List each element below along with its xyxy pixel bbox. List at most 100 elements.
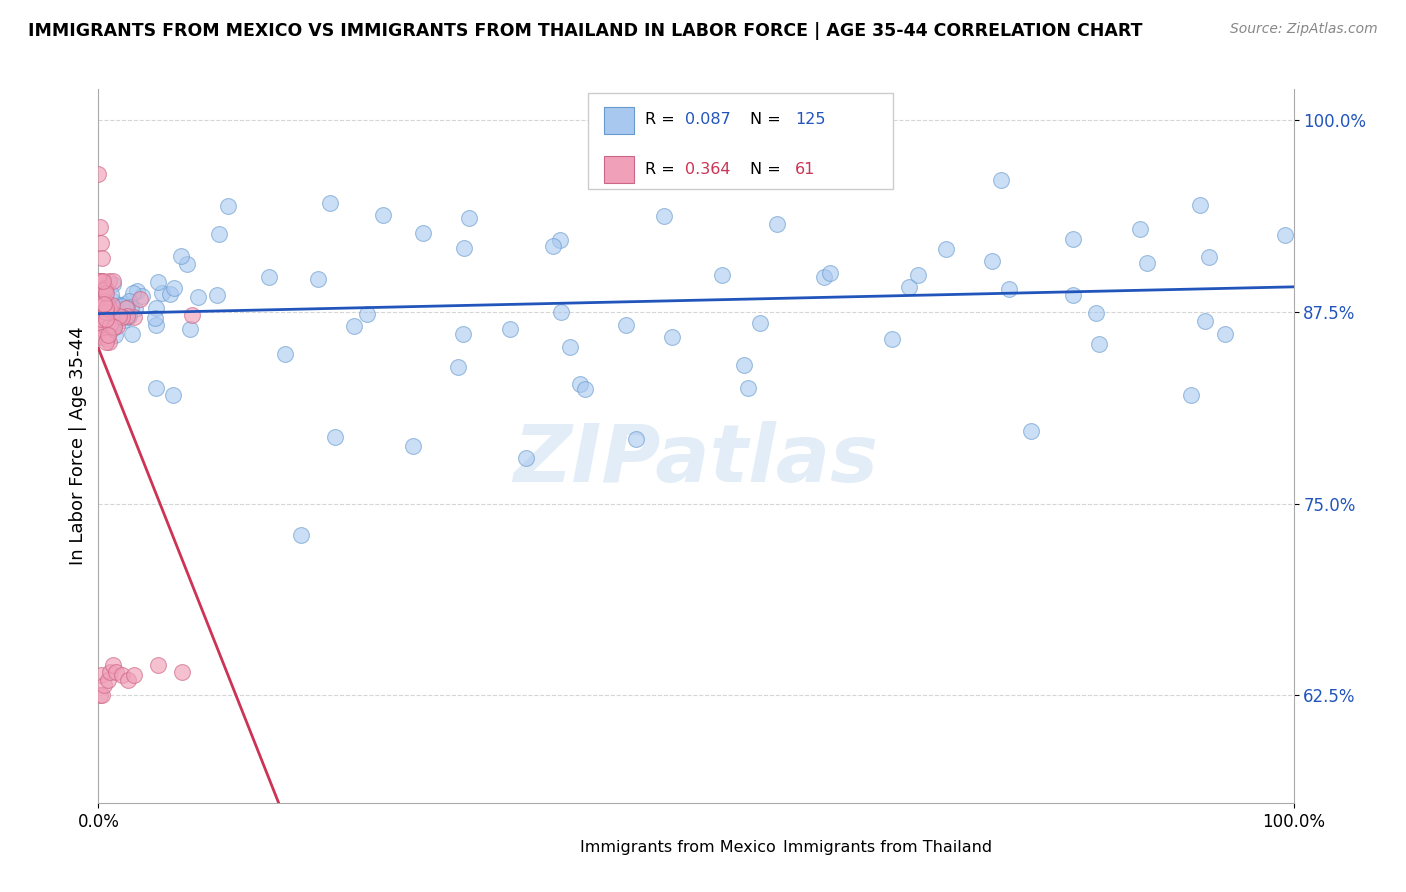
Point — [624, 432, 647, 446]
Point — [94, 301, 117, 315]
Point — [145, 301, 167, 315]
Point — [94, 283, 117, 297]
Point — [94, 312, 117, 326]
Point — [710, 268, 733, 282]
Point — [550, 305, 572, 319]
Point — [90, 330, 112, 344]
Point — [93, 678, 115, 692]
Point — [574, 382, 596, 396]
FancyBboxPatch shape — [589, 93, 893, 189]
Point — [90, 311, 112, 326]
Point — [100, 287, 122, 301]
Text: Source: ZipAtlas.com: Source: ZipAtlas.com — [1230, 22, 1378, 37]
Point — [131, 289, 153, 303]
Point — [1194, 314, 1216, 328]
Point — [179, 322, 201, 336]
Point — [96, 305, 118, 319]
Point — [103, 293, 125, 308]
Point — [89, 316, 111, 330]
Point — [652, 209, 675, 223]
Point — [107, 298, 129, 312]
Point — [98, 307, 121, 321]
Point — [101, 298, 124, 312]
Point — [402, 439, 425, 453]
Point — [89, 304, 111, 318]
Point — [1085, 306, 1108, 320]
Point — [1062, 232, 1084, 246]
Point — [935, 242, 957, 256]
Point — [114, 301, 136, 315]
Point — [122, 285, 145, 300]
Point — [152, 286, 174, 301]
Point — [105, 319, 128, 334]
Point — [145, 318, 167, 332]
Point — [103, 320, 125, 334]
Point — [98, 318, 121, 333]
Point — [101, 274, 124, 288]
Point — [100, 322, 122, 336]
FancyBboxPatch shape — [605, 156, 634, 184]
Point — [515, 450, 537, 465]
Point — [91, 278, 114, 293]
Point — [737, 381, 759, 395]
Point — [108, 310, 131, 324]
Point — [499, 322, 522, 336]
Point — [170, 249, 193, 263]
Point — [89, 220, 111, 235]
Text: N =: N = — [749, 161, 786, 177]
Point — [90, 314, 112, 328]
Point — [569, 377, 592, 392]
Point — [162, 387, 184, 401]
Point — [101, 319, 124, 334]
Point — [114, 306, 136, 320]
Point — [94, 335, 117, 350]
Point — [273, 347, 295, 361]
Point — [1136, 255, 1159, 269]
Point — [111, 299, 134, 313]
Text: 125: 125 — [796, 112, 825, 128]
Point — [121, 326, 143, 341]
Point — [93, 309, 115, 323]
Text: N =: N = — [749, 112, 786, 128]
Point — [90, 668, 112, 682]
Point — [458, 211, 481, 225]
Point — [560, 340, 582, 354]
Point — [766, 217, 789, 231]
Point — [343, 319, 366, 334]
Point — [111, 668, 134, 682]
Point — [898, 279, 921, 293]
Point — [96, 296, 118, 310]
Point — [541, 239, 564, 253]
Point — [93, 323, 115, 337]
Point — [412, 226, 434, 240]
Point — [290, 528, 312, 542]
Point — [91, 317, 114, 331]
Point — [105, 665, 128, 680]
Point — [94, 310, 117, 324]
Point — [118, 309, 141, 323]
Point — [257, 270, 280, 285]
Point — [93, 286, 115, 301]
Point — [94, 286, 117, 301]
Point — [89, 303, 111, 318]
Point — [105, 299, 128, 313]
Text: ZIPatlas: ZIPatlas — [513, 421, 879, 500]
Point — [176, 257, 198, 271]
Point — [98, 305, 121, 319]
Point — [614, 318, 637, 332]
Point — [1215, 327, 1237, 342]
Point — [103, 312, 125, 326]
Point — [187, 290, 209, 304]
Point — [129, 292, 152, 306]
Point — [1180, 387, 1202, 401]
Point — [97, 301, 120, 315]
Point — [91, 274, 114, 288]
Point — [103, 316, 125, 330]
Point — [90, 284, 112, 298]
Point — [89, 302, 111, 317]
Point — [91, 689, 114, 703]
Text: 0.087: 0.087 — [685, 112, 731, 128]
Point — [114, 296, 136, 310]
Point — [990, 172, 1012, 186]
Point — [104, 306, 127, 320]
